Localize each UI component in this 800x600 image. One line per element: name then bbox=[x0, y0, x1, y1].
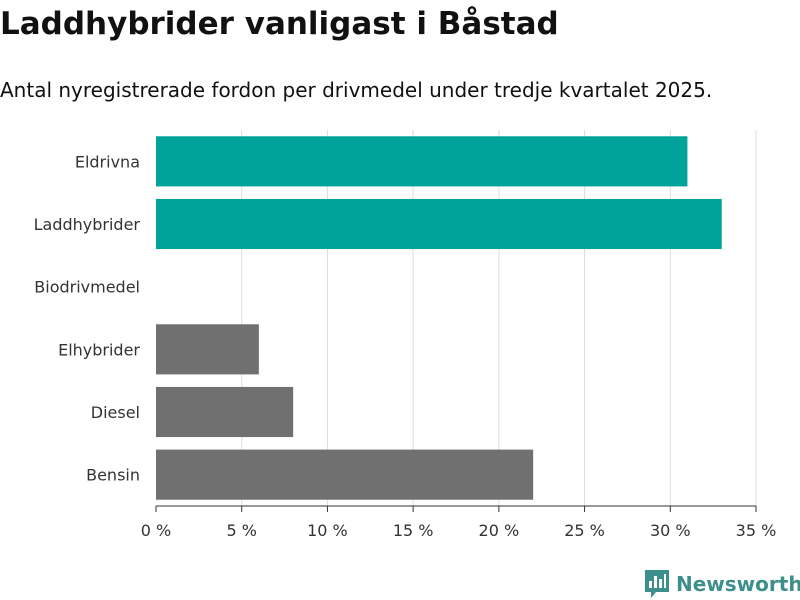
x-tick-label: 25 % bbox=[564, 521, 605, 540]
x-axis: 0 % 5 % 10 % 15 % 20 % 25 % 30 % 35 % bbox=[141, 505, 777, 540]
newsworthy-brand: Newsworthy bbox=[644, 568, 800, 600]
bar-laddhybrider bbox=[156, 198, 722, 250]
category-label: Laddhybrider bbox=[34, 215, 141, 234]
category-label: Biodrivmedel bbox=[34, 278, 140, 297]
bar-eldrivna bbox=[156, 136, 688, 187]
bars bbox=[156, 136, 722, 500]
bar-diesel bbox=[156, 386, 294, 438]
x-tick-label: 30 % bbox=[650, 521, 691, 540]
x-tick-label: 0 % bbox=[141, 521, 171, 540]
x-tick-label: 35 % bbox=[736, 521, 777, 540]
category-label: Bensin bbox=[86, 466, 140, 485]
brand-name: Newsworthy bbox=[676, 572, 800, 596]
category-labels: Eldrivna Laddhybrider Biodrivmedel Elhybrid… bbox=[34, 152, 141, 484]
gridlines bbox=[241, 130, 757, 506]
category-label: Elhybrider bbox=[58, 340, 140, 359]
newsworthy-logo-icon bbox=[645, 570, 669, 598]
bar-bensin bbox=[156, 449, 534, 500]
x-tick-label: 10 % bbox=[307, 521, 348, 540]
x-tick-label: 15 % bbox=[393, 521, 434, 540]
x-tick-label: 20 % bbox=[479, 521, 520, 540]
x-tick-label: 5 % bbox=[226, 521, 256, 540]
category-label: Diesel bbox=[91, 403, 140, 422]
bar-elhybrider bbox=[156, 324, 259, 375]
category-label: Eldrivna bbox=[75, 152, 140, 171]
chart-title: Laddhybrider vanligast i Båstad bbox=[0, 6, 559, 42]
chart-subtitle: Antal nyregistrerade fordon per drivmede… bbox=[0, 78, 713, 102]
